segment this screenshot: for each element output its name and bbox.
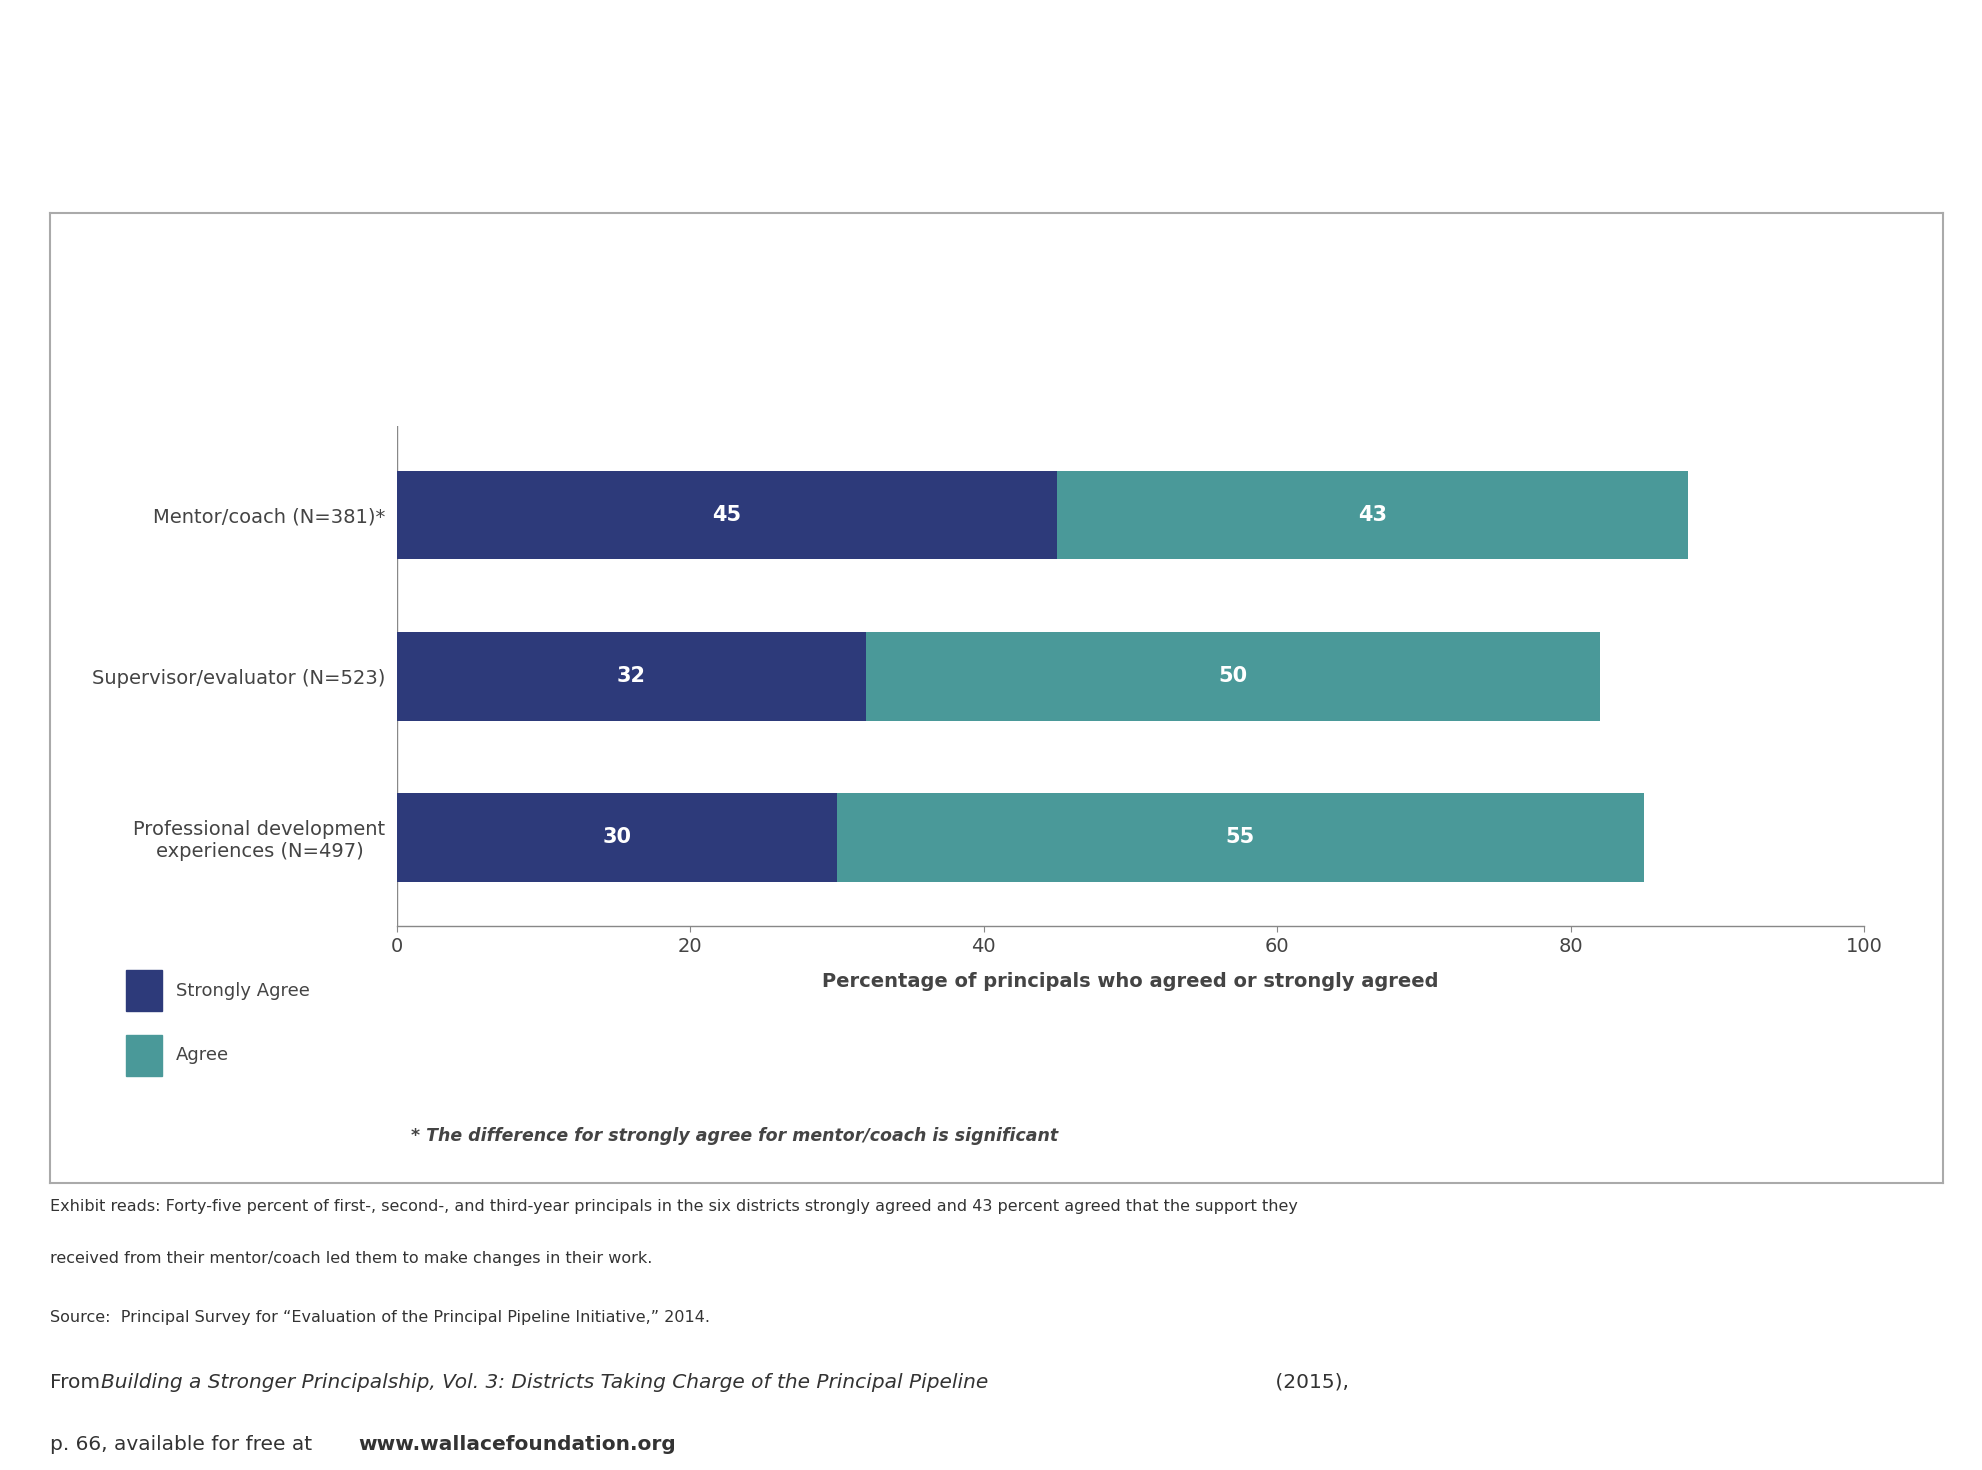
Text: From: From xyxy=(50,1373,105,1392)
Text: p. 66, available for free at: p. 66, available for free at xyxy=(50,1435,317,1454)
Text: * The difference for strongly agree for mentor/coach is significant: * The difference for strongly agree for … xyxy=(410,1126,1056,1145)
X-axis label: Percentage of principals who agreed or strongly agreed: Percentage of principals who agreed or s… xyxy=(823,972,1437,991)
Text: 55: 55 xyxy=(1225,828,1255,847)
Bar xyxy=(866,632,1599,720)
Text: received from their mentor/coach led them to make changes in their work.: received from their mentor/coach led the… xyxy=(50,1251,652,1266)
Bar xyxy=(396,794,836,882)
Text: Building a Stronger Principalship, Vol. 3: Districts Taking Charge of the Princi: Building a Stronger Principalship, Vol. … xyxy=(101,1373,987,1392)
Text: (2015),: (2015), xyxy=(1268,1373,1348,1392)
Bar xyxy=(127,1035,163,1076)
Text: led them to make changes in their work, 2014: led them to make changes in their work, … xyxy=(486,122,1496,160)
Text: 32: 32 xyxy=(616,666,646,686)
Text: Agree: Agree xyxy=(176,1047,230,1064)
Text: 50: 50 xyxy=(1217,666,1247,686)
Bar xyxy=(836,794,1643,882)
Text: 30: 30 xyxy=(603,828,630,847)
Text: Exhibit 19: Principal agreement that different sources of support: Exhibit 19: Principal agreement that dif… xyxy=(277,47,1705,85)
Bar xyxy=(396,470,1056,559)
Text: Strongly Agree: Strongly Agree xyxy=(176,982,309,1000)
Text: 43: 43 xyxy=(1358,506,1385,525)
Text: 45: 45 xyxy=(712,506,741,525)
Bar xyxy=(396,632,866,720)
Bar xyxy=(127,970,163,1011)
Text: Source:  Principal Survey for “Evaluation of the Principal Pipeline Initiative,”: Source: Principal Survey for “Evaluation… xyxy=(50,1310,710,1326)
Bar xyxy=(1056,470,1687,559)
Text: www.wallacefoundation.org: www.wallacefoundation.org xyxy=(359,1435,676,1454)
Text: Exhibit reads: Forty-five percent of first-, second-, and third-year principals : Exhibit reads: Forty-five percent of fir… xyxy=(50,1200,1296,1214)
